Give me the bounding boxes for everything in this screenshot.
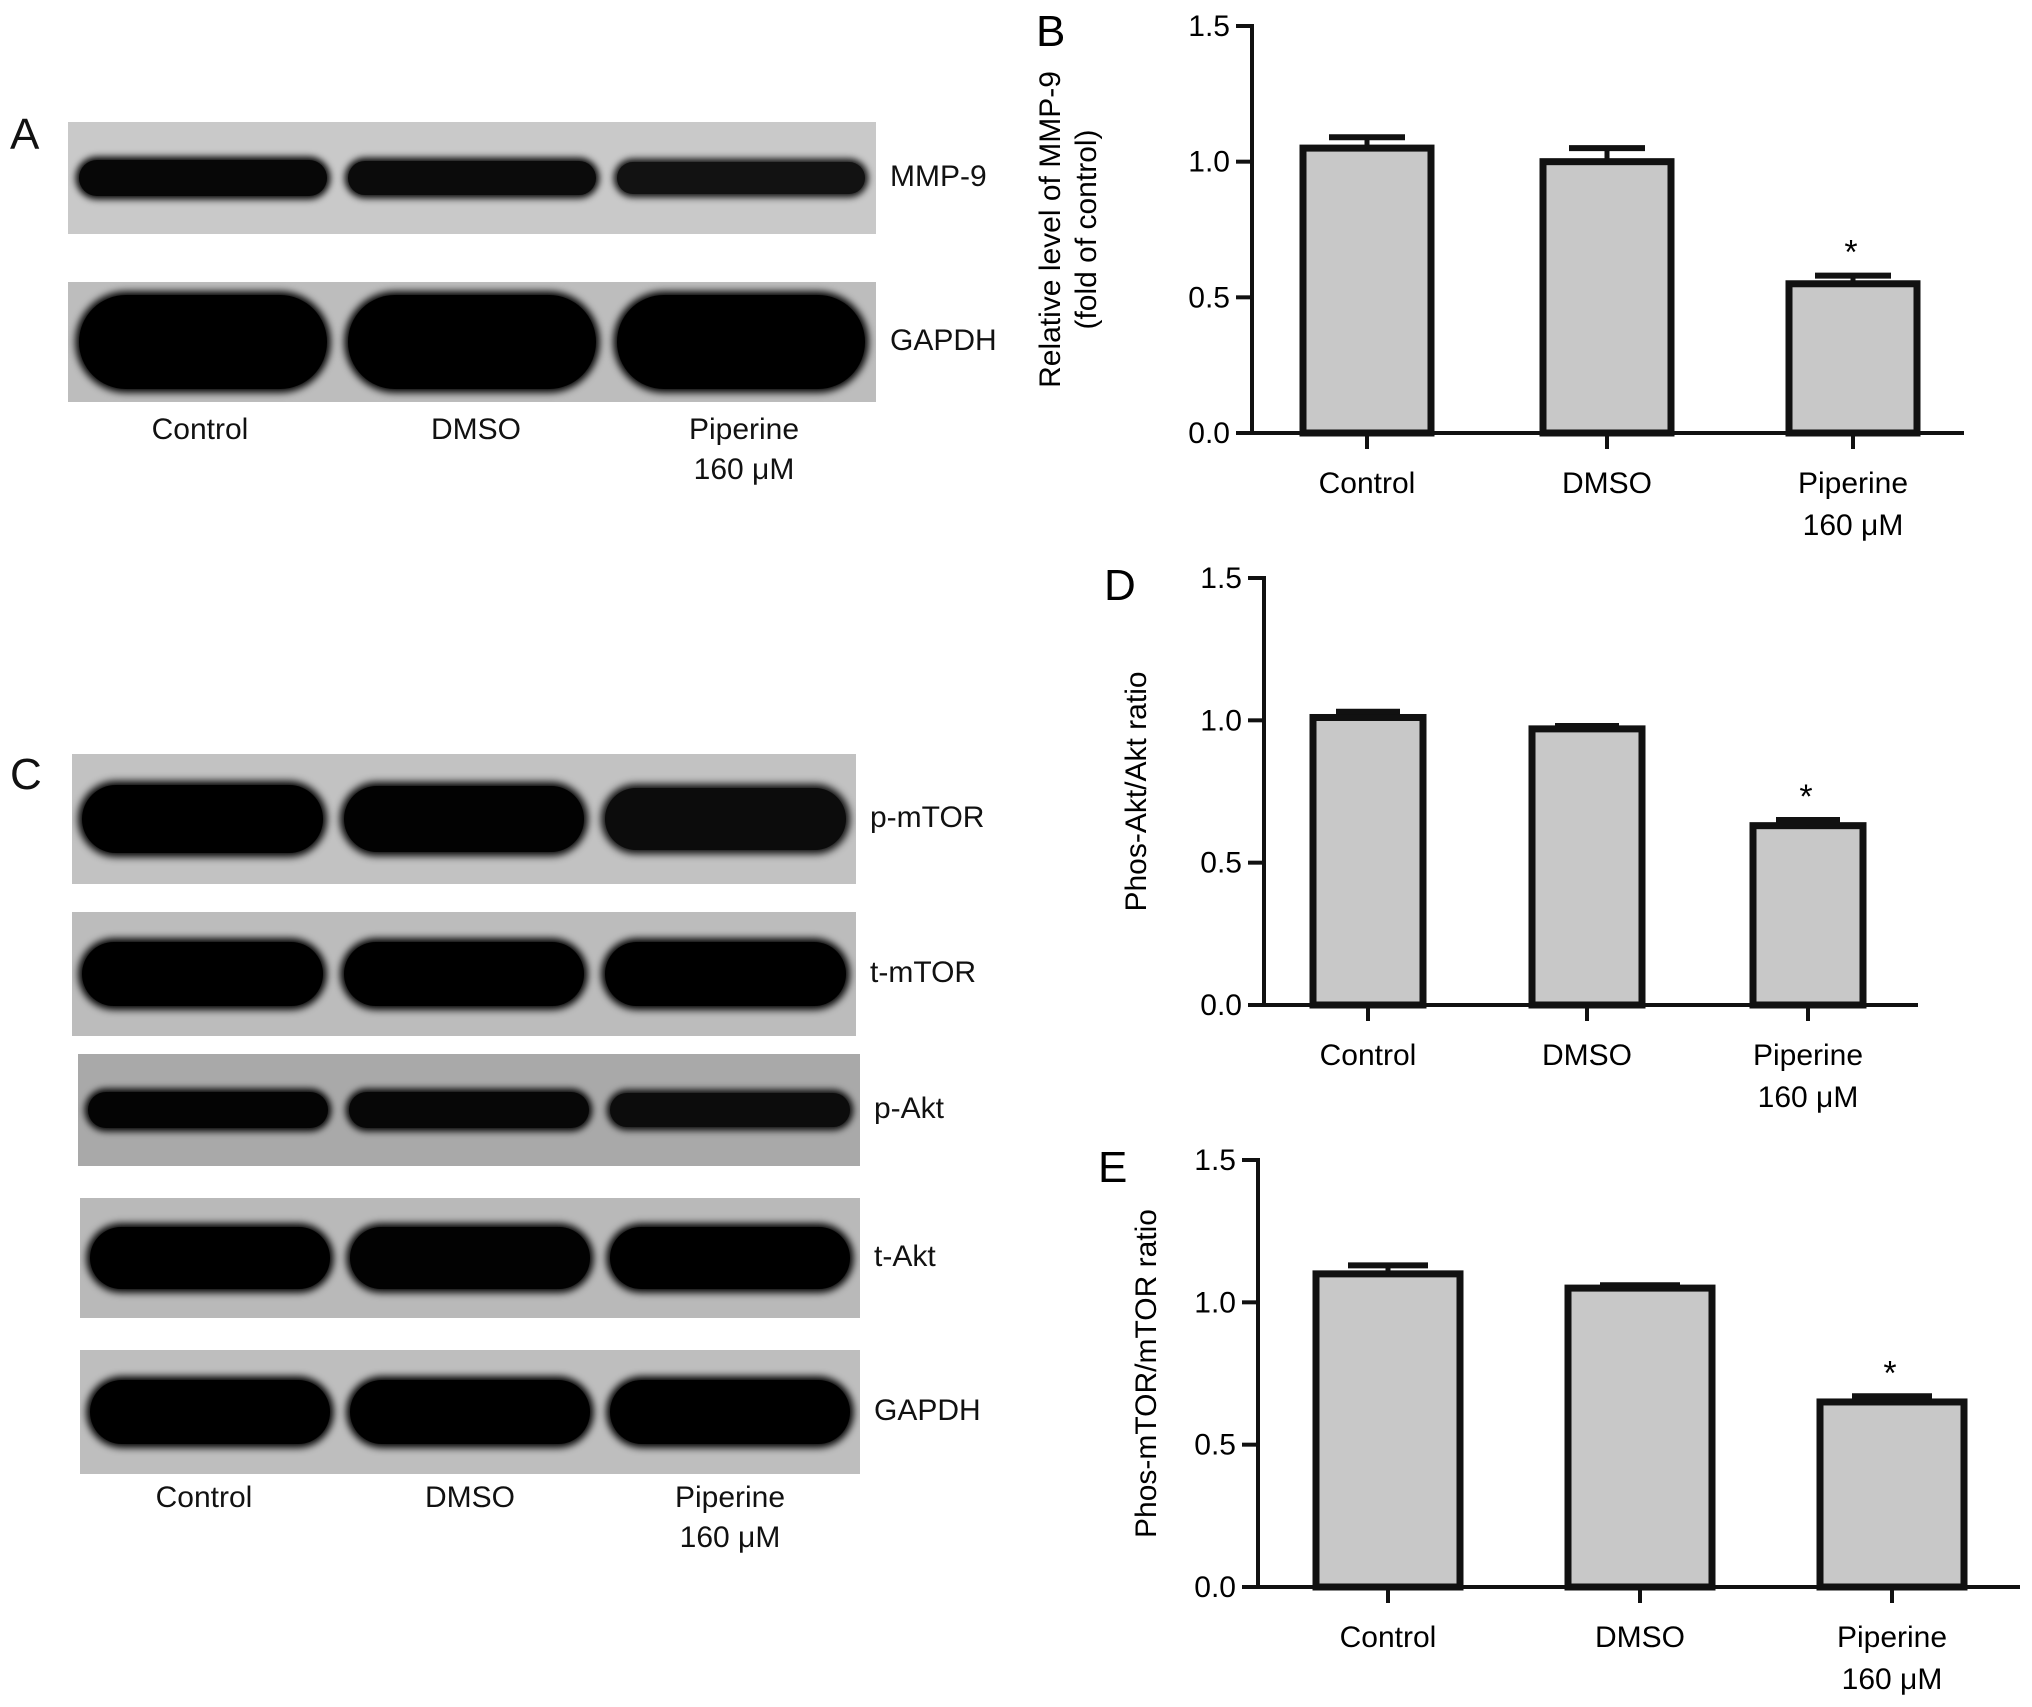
panel-letter: B [1036,7,1065,56]
x-tick-label: Piperine [1837,1621,1947,1654]
y-tick-label: 0.0 [1194,1571,1236,1604]
x-tick-label: Control [1319,467,1416,500]
blot-band [88,1091,329,1129]
bar [1539,158,1675,437]
bar [1564,1284,1716,1591]
significance-marker: * [1883,1354,1896,1392]
y-axis-label: Phos-mTOR/mTOR ratio [1130,1209,1163,1538]
significance-marker: * [1844,234,1857,272]
lane-label-line: DMSO [425,1481,515,1514]
bar [1309,713,1427,1009]
blot-band [343,785,585,853]
y-axis-label: Relative level of MMP-9 [1034,71,1067,388]
blot-band [343,941,585,1007]
blot-band [617,295,866,389]
x-tick-label: Control [1340,1621,1437,1654]
y-tick-label: 0.0 [1200,989,1242,1022]
bar [1299,144,1435,437]
bar [1749,822,1867,1009]
bar [1528,725,1646,1009]
blot-band [610,1226,850,1290]
blot-band [82,785,323,853]
blot-band [605,941,846,1007]
blot-strip-gapdh [80,1350,860,1474]
blot-band [82,941,323,1007]
blot-strip-t-mtor [72,912,856,1036]
lane-label: Piperine 160 μM [610,1478,850,1558]
lane-label-line: Control [155,1481,253,1514]
blot-strip-gapdh [68,282,876,402]
band-label: t-Akt [874,1240,936,1273]
y-tick-label: 1.0 [1188,146,1230,179]
y-tick-label: 0.5 [1200,847,1242,880]
lane-label: DMSO [356,410,596,450]
y-tick-label: 0.5 [1194,1429,1236,1462]
lane-label-line: 160 μM [693,453,795,486]
lane-label-line: 160 μM [679,1521,781,1554]
y-tick-label: 0.0 [1188,417,1230,450]
significance-marker: * [1799,778,1812,816]
y-axis-label: (fold of control) [1070,129,1103,329]
bar-chart-b: B 0.0 0.5 1.0 1.5 Relative level of MMP-9 (fol… [1034,7,1964,542]
y-tick-label: 1.5 [1194,1144,1236,1177]
panel-letter-c: C [10,750,42,799]
x-tick-label: 160 μM [1842,1663,1943,1696]
x-tick-label: 160 μM [1803,509,1904,542]
blot-band [349,1091,589,1128]
y-tick-label: 1.0 [1200,704,1242,737]
lane-label-line: DMSO [431,413,521,446]
lane-label-line: Piperine [674,1481,786,1514]
band-label: p-mTOR [870,801,985,834]
y-tick-label: 1.5 [1200,562,1242,595]
x-tick-label: Piperine [1753,1039,1863,1072]
bar [1785,280,1921,437]
band-label: p-Akt [874,1092,945,1125]
panel-letter: D [1104,561,1136,610]
blot-band [350,1227,590,1289]
band-label: GAPDH [890,324,997,357]
blot-band [350,1379,590,1445]
panel-letter-a: A [10,110,40,159]
x-tick-label: DMSO [1562,467,1652,500]
blot-band [609,1092,850,1128]
blot-band [610,1379,850,1445]
y-tick-label: 0.5 [1188,281,1230,314]
lane-label: Control [84,1478,324,1518]
y-tick-label: 1.0 [1194,1286,1236,1319]
blot-band [348,295,596,389]
blot-strip-t-akt [80,1198,860,1318]
blot-band [605,788,846,850]
x-tick-label: Piperine [1798,467,1908,500]
bar-chart-e: E 0.0 0.5 1.0 1.5 Phos-mTOR/mTOR ratio Control… [1098,1143,2020,1696]
panel-letter: E [1098,1143,1127,1192]
blot-band [348,160,596,196]
blot-band [78,295,327,389]
blot-band [90,1379,330,1445]
blot-strip-p-akt [78,1054,860,1166]
blot-band [90,1226,330,1290]
lane-label: DMSO [350,1478,590,1518]
x-tick-label: DMSO [1595,1621,1685,1654]
band-label: t-mTOR [870,956,977,989]
lane-label: Control [80,410,320,450]
y-tick-label: 1.5 [1188,10,1230,43]
blot-band [617,161,866,195]
bar [1312,1270,1464,1591]
lane-label-line: Control [151,413,249,446]
blot-band [78,159,327,196]
bar [1816,1398,1968,1591]
x-tick-label: 160 μM [1758,1081,1859,1114]
band-label: GAPDH [874,1394,981,1427]
x-tick-label: DMSO [1542,1039,1632,1072]
lane-label-line: Piperine [688,413,800,446]
band-label: MMP-9 [890,160,987,193]
blot-strip-p-mtor [72,754,856,884]
y-axis-label: Phos-Akt/Akt ratio [1120,671,1153,911]
bar-chart-d: D 0.0 0.5 1.0 1.5 Phos-Akt/Akt ratio Control DM… [1104,561,1918,1114]
lane-label: Piperine 160 μM [624,410,864,490]
blot-strip-mmp-9 [68,122,876,234]
x-tick-label: Control [1320,1039,1417,1072]
